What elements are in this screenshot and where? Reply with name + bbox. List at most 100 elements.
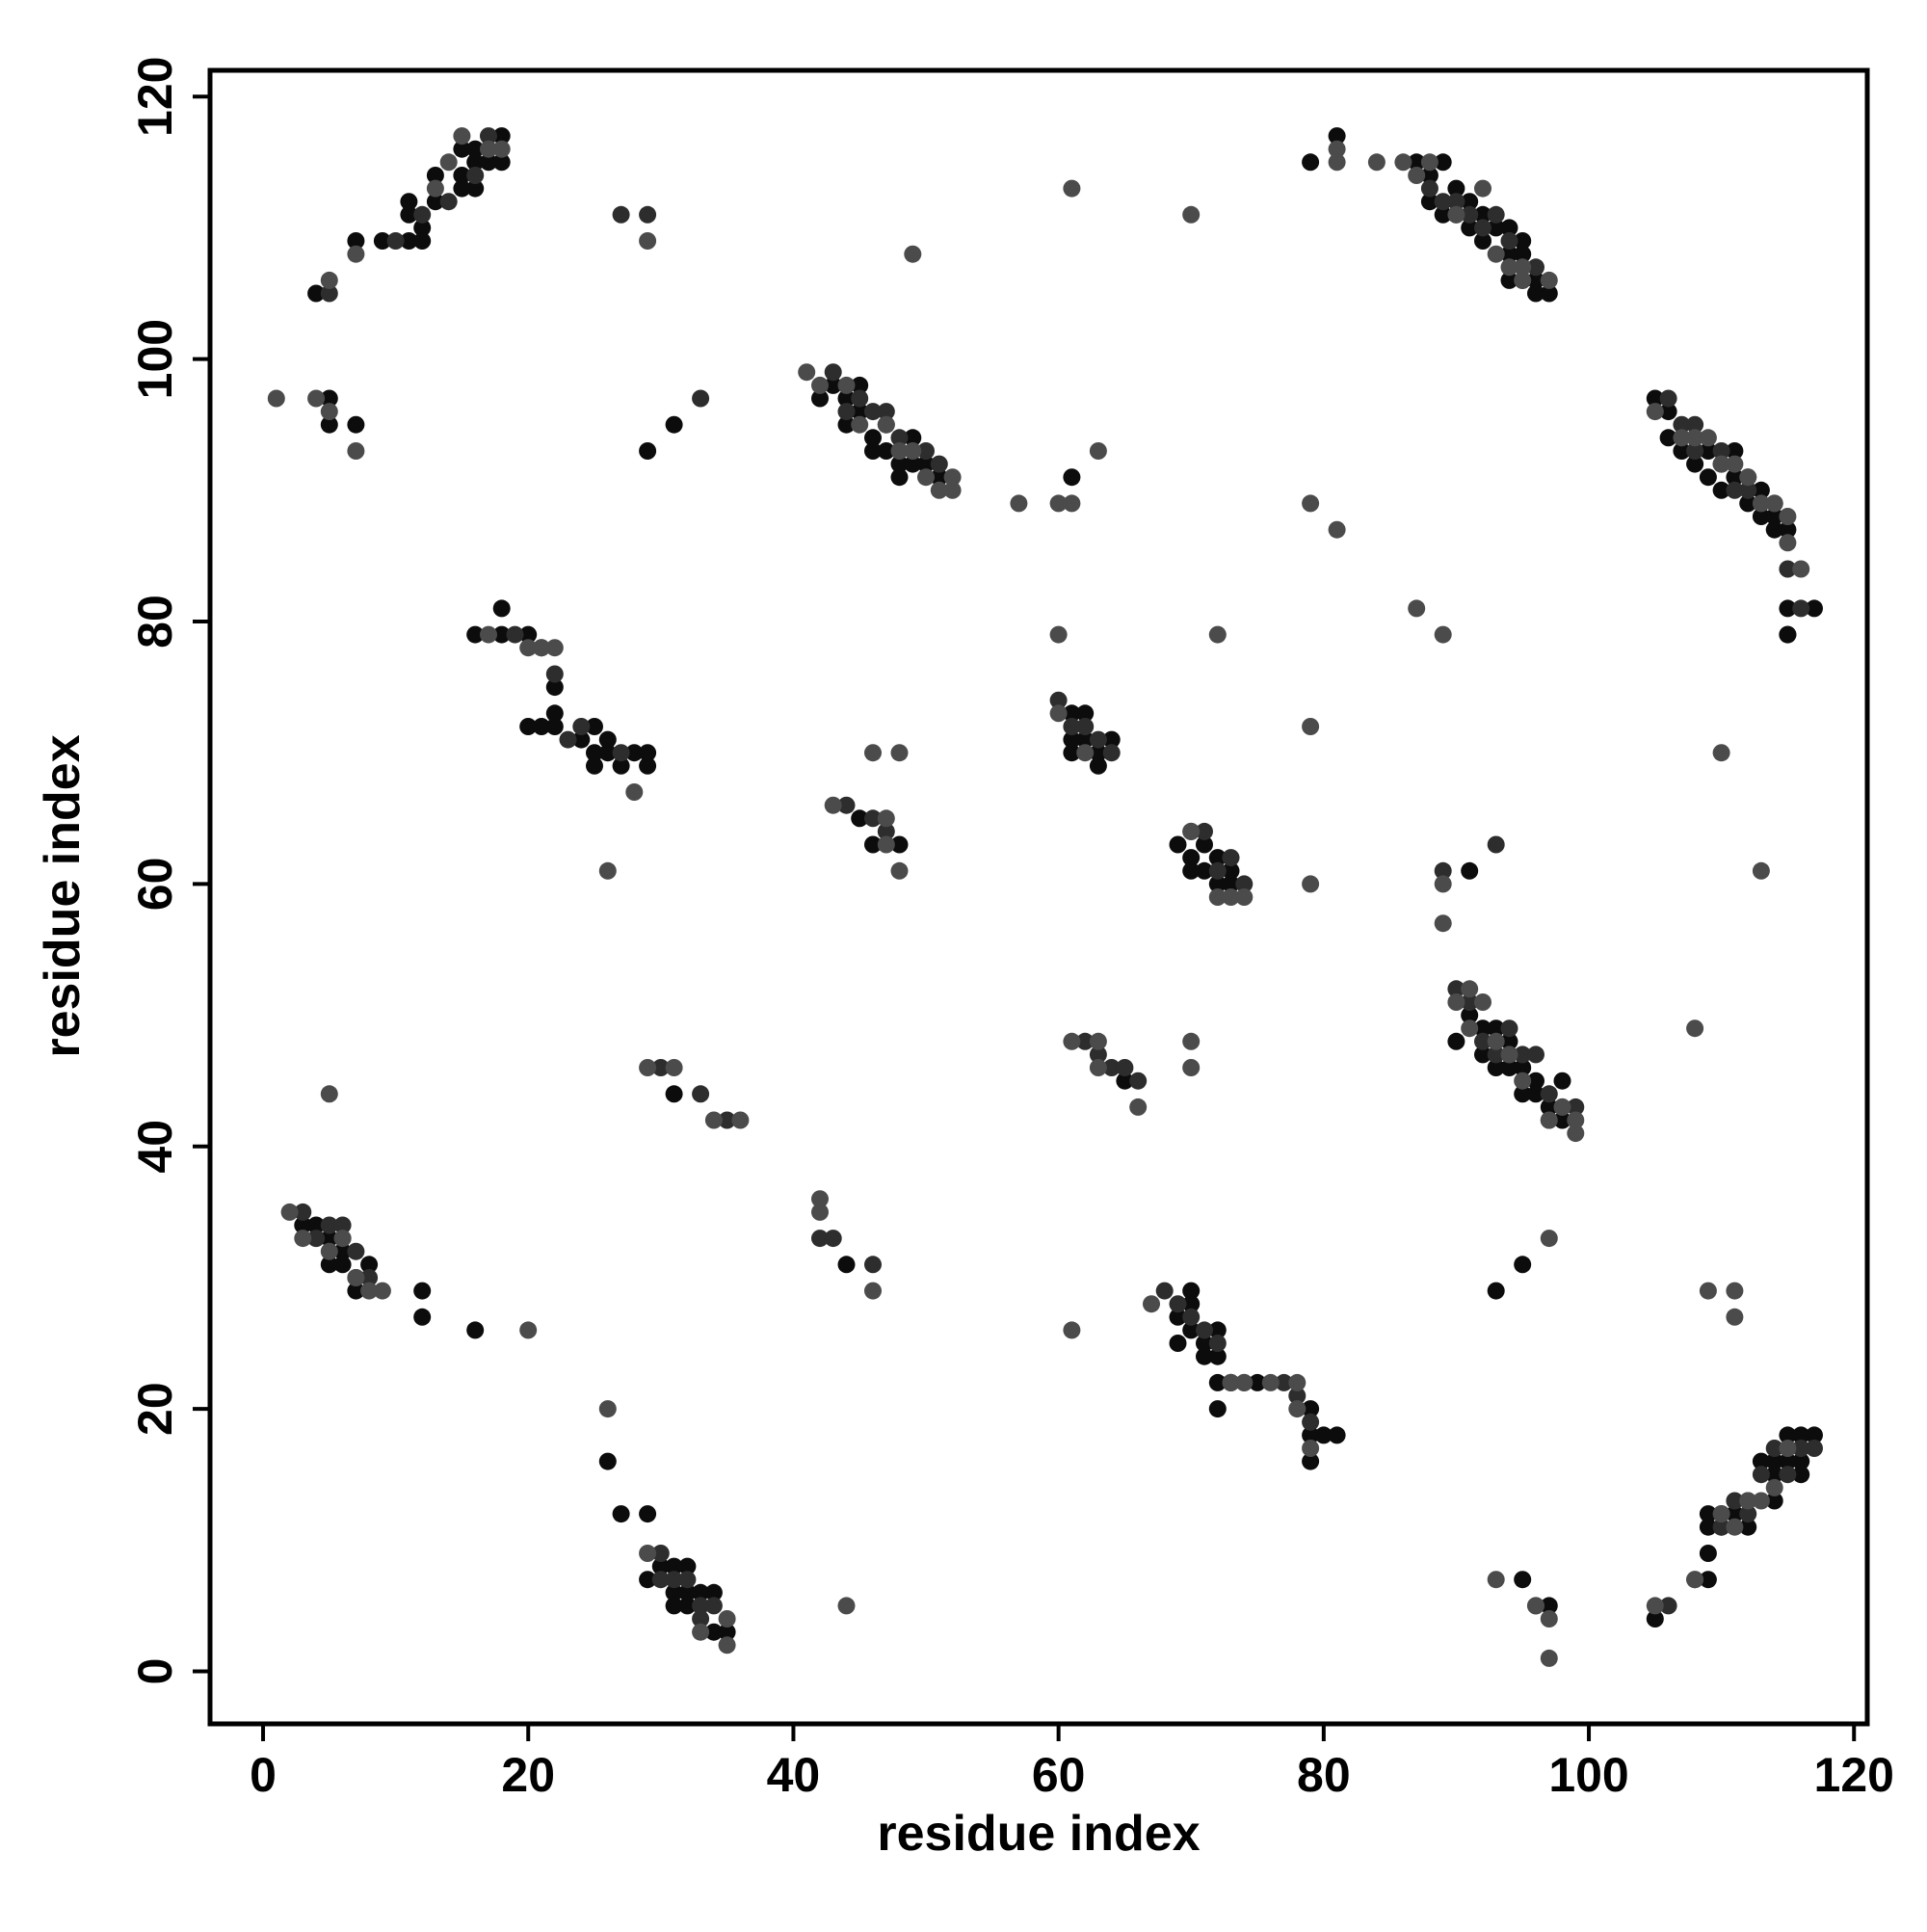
data-point xyxy=(1739,1505,1757,1523)
data-point xyxy=(1699,1518,1717,1536)
data-point xyxy=(1434,205,1452,224)
data-point xyxy=(718,1111,736,1129)
data-point xyxy=(1540,1111,1558,1129)
data-point xyxy=(347,415,365,434)
data-point xyxy=(1779,1426,1797,1444)
data-point xyxy=(890,468,909,487)
data-point xyxy=(453,140,471,158)
data-point xyxy=(1487,1571,1505,1589)
data-point xyxy=(1765,520,1783,539)
data-point xyxy=(890,455,909,473)
data-point xyxy=(1116,1059,1134,1076)
data-point xyxy=(1063,494,1081,513)
data-point xyxy=(1739,468,1757,487)
data-point xyxy=(598,730,617,749)
data-point xyxy=(917,442,935,460)
data-point xyxy=(1659,429,1677,447)
data-point xyxy=(1739,481,1757,499)
data-point xyxy=(890,861,909,880)
data-point xyxy=(320,271,338,289)
data-point xyxy=(1487,205,1505,224)
data-point xyxy=(1712,455,1730,473)
data-point xyxy=(480,625,497,644)
data-point xyxy=(930,481,948,499)
data-point xyxy=(1461,205,1479,224)
data-point xyxy=(1527,1045,1544,1064)
data-point xyxy=(1500,1045,1518,1064)
data-point xyxy=(1752,481,1770,499)
data-point xyxy=(1779,625,1797,644)
data-point xyxy=(1567,1098,1585,1116)
y-axis: 0 20 40 60 80 100 120 xyxy=(128,57,210,1684)
data-point xyxy=(1434,153,1452,172)
data-point xyxy=(598,861,617,880)
data-point xyxy=(492,599,511,618)
data-point xyxy=(678,1557,697,1575)
data-point xyxy=(1806,599,1823,618)
data-point xyxy=(1208,1335,1227,1352)
data-point xyxy=(1420,153,1439,172)
data-point xyxy=(294,1216,312,1234)
data-point xyxy=(1222,861,1240,880)
data-point xyxy=(1208,875,1227,893)
data-point xyxy=(492,625,511,644)
data-point xyxy=(1540,284,1558,303)
data-point xyxy=(1328,1426,1346,1444)
data-point xyxy=(639,232,657,250)
data-point xyxy=(453,167,471,184)
data-point xyxy=(651,1557,670,1575)
data-point xyxy=(1447,205,1465,224)
data-point xyxy=(639,1571,657,1589)
data-point xyxy=(1487,1045,1505,1064)
data-point xyxy=(811,1230,829,1248)
data-point xyxy=(824,363,842,382)
data-point xyxy=(1063,179,1081,198)
data-point xyxy=(333,1230,352,1248)
data-point xyxy=(639,1545,657,1562)
data-point xyxy=(333,1256,352,1274)
data-point xyxy=(692,1597,710,1615)
data-point xyxy=(320,1230,338,1248)
data-point xyxy=(1752,1466,1770,1484)
data-point xyxy=(1726,1282,1744,1300)
data-point xyxy=(1659,1597,1677,1615)
data-point xyxy=(307,1230,326,1248)
data-point xyxy=(837,376,856,394)
data-point xyxy=(1699,1505,1717,1523)
data-point xyxy=(639,1059,657,1076)
data-point xyxy=(851,403,869,421)
data-point xyxy=(851,809,869,828)
data-point xyxy=(1208,625,1227,644)
data-point xyxy=(811,1203,829,1221)
y-tick-label: 60 xyxy=(128,858,182,912)
data-point xyxy=(1169,835,1187,854)
data-point xyxy=(1447,993,1465,1011)
data-point xyxy=(1712,1505,1730,1523)
data-point xyxy=(1567,1125,1585,1143)
data-point xyxy=(572,718,591,735)
data-point xyxy=(1302,1413,1320,1431)
data-point xyxy=(1779,1466,1797,1484)
data-point xyxy=(864,744,882,762)
data-point xyxy=(1765,1492,1783,1510)
data-point xyxy=(480,127,497,146)
data-point xyxy=(413,219,432,237)
data-point xyxy=(1328,520,1346,539)
data-point xyxy=(665,415,683,434)
data-point xyxy=(320,403,338,421)
data-point xyxy=(1779,560,1797,578)
data-point xyxy=(1792,1440,1810,1457)
data-point xyxy=(824,796,842,814)
data-point xyxy=(1063,1032,1081,1050)
data-point xyxy=(1527,1597,1544,1615)
data-point xyxy=(1302,494,1320,513)
data-point xyxy=(877,442,895,460)
data-point xyxy=(1553,1072,1571,1090)
data-point xyxy=(864,1282,882,1300)
data-point xyxy=(347,1269,365,1286)
data-point xyxy=(692,389,710,408)
data-point xyxy=(1196,1321,1213,1339)
data-point xyxy=(1434,914,1452,933)
data-point xyxy=(1434,193,1452,211)
data-point xyxy=(439,193,458,211)
